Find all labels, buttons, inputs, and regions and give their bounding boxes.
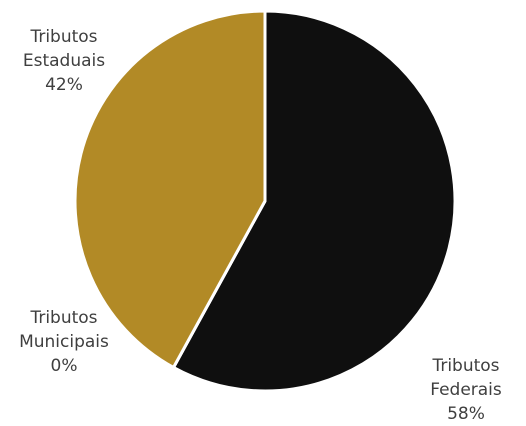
pie-slice-label-1: Tributos Municipais 0% (19, 308, 109, 376)
pie-slice-0 (171, 9, 457, 393)
pie-slices (73, 9, 457, 393)
pie-slice-label-0: Tributos Federais 58% (430, 356, 502, 424)
pie-slice-2 (73, 9, 267, 369)
pie-slice-label-2: Tributos Estaduais 42% (23, 27, 105, 95)
pie-labels: Tributos Federais 58% Tributos Municipais 0% T… (19, 27, 502, 424)
